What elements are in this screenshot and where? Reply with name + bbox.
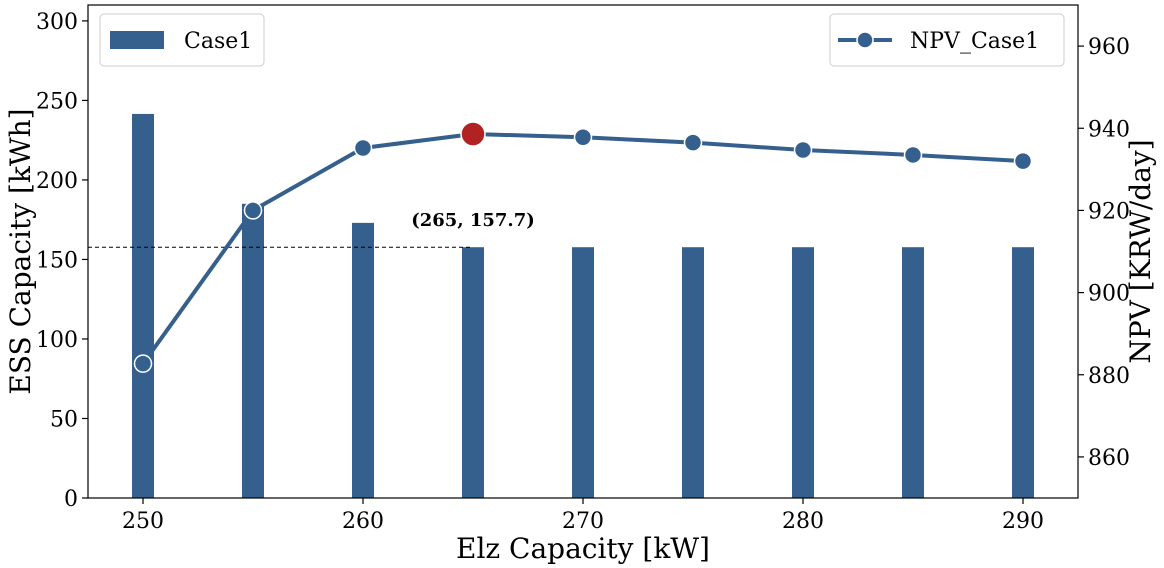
y-right-tick-label: 960 xyxy=(1088,35,1130,60)
y-left-tick-label: 200 xyxy=(36,169,78,194)
x-axis-ticks: 250 260 270 280 290 xyxy=(122,498,1044,534)
x-tick-label: 290 xyxy=(1002,509,1044,534)
legend-left-swatch xyxy=(110,31,164,49)
x-axis-label: Elz Capacity [kW] xyxy=(456,532,710,565)
x-tick-label: 250 xyxy=(122,509,164,534)
bar xyxy=(1012,247,1034,498)
x-tick-label: 260 xyxy=(342,509,384,534)
y-right-tick-label: 940 xyxy=(1088,117,1130,142)
annotation-label: (265, 157.7) xyxy=(411,210,535,231)
line-point xyxy=(793,140,813,160)
x-tick-label: 280 xyxy=(782,509,824,534)
y-left-tick-label: 300 xyxy=(36,10,78,35)
legend-right-marker xyxy=(856,31,874,49)
legend-right: NPV_Case1 xyxy=(829,13,1065,67)
line-point xyxy=(243,201,263,220)
y-right-tick-label: 860 xyxy=(1088,446,1130,471)
y-left-tick-label: 50 xyxy=(50,407,78,432)
y-right-axis-label: NPV [KRW/day] xyxy=(1124,139,1157,363)
bar xyxy=(902,247,924,498)
line-point xyxy=(1013,151,1033,171)
legend-left-label: Case1 xyxy=(184,29,252,54)
bar xyxy=(682,247,704,498)
y-left-axis-label: ESS Capacity [kWh] xyxy=(4,108,37,394)
y-right-tick-label: 900 xyxy=(1088,282,1130,307)
line-point xyxy=(353,138,373,158)
legend-left: Case1 xyxy=(99,13,265,67)
bar xyxy=(352,222,374,498)
y-left-tick-label: 100 xyxy=(36,328,78,353)
line-point xyxy=(573,128,593,147)
y-right-tick-label: 880 xyxy=(1088,364,1130,389)
y-left-tick-label: 150 xyxy=(36,248,78,273)
bar xyxy=(792,247,814,498)
bar xyxy=(462,247,484,498)
y-right-axis-ticks: 860 880 900 920 940 960 xyxy=(1078,35,1130,471)
highlight-point xyxy=(460,121,486,147)
legend-right-label: NPV_Case1 xyxy=(910,29,1039,54)
legend-right-box xyxy=(829,13,1065,67)
line-series xyxy=(133,121,1033,373)
bar-series xyxy=(132,113,1034,498)
y-left-tick-label: 0 xyxy=(64,487,78,512)
line-point xyxy=(133,354,153,373)
line-point xyxy=(903,145,923,165)
legend-left-box xyxy=(99,13,265,67)
x-tick-label: 270 xyxy=(562,509,604,534)
line-point xyxy=(683,133,703,152)
y-left-axis-ticks: 0 50 100 150 200 250 300 xyxy=(36,10,88,512)
bar xyxy=(572,247,594,498)
y-left-tick-label: 250 xyxy=(36,89,78,114)
bar xyxy=(132,113,154,498)
y-right-tick-label: 920 xyxy=(1088,199,1130,224)
bar xyxy=(242,203,264,498)
